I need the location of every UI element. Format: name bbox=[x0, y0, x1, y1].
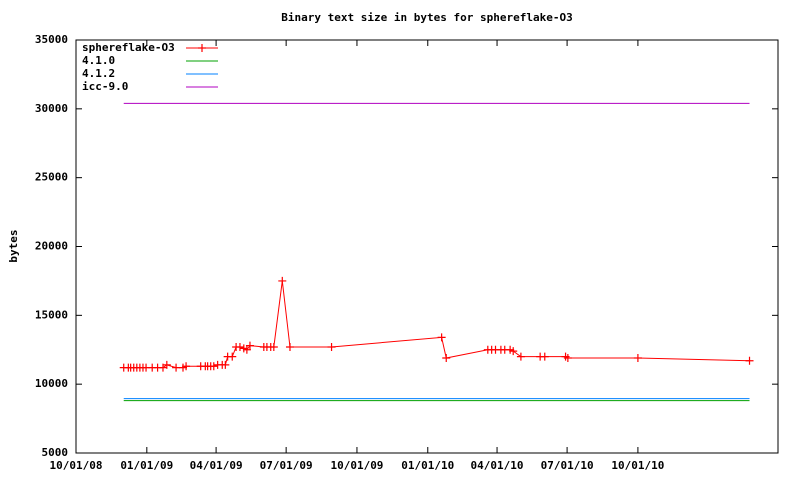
x-tick-label: 10/01/10 bbox=[611, 459, 664, 472]
series-line bbox=[123, 280, 750, 369]
y-tick-label: 5000 bbox=[42, 446, 69, 459]
point-marker bbox=[221, 360, 230, 369]
x-tick-label: 04/01/09 bbox=[190, 459, 243, 472]
point-marker bbox=[242, 345, 251, 354]
point-marker bbox=[162, 360, 171, 369]
point-marker bbox=[540, 352, 549, 361]
point-marker bbox=[563, 354, 572, 363]
point-marker bbox=[327, 342, 336, 351]
y-tick-label: 10000 bbox=[35, 377, 68, 390]
x-tick-label: 07/01/10 bbox=[541, 459, 594, 472]
point-marker bbox=[442, 354, 451, 363]
point-marker bbox=[278, 276, 287, 285]
point-marker bbox=[235, 342, 244, 351]
point-marker bbox=[745, 356, 754, 365]
point-marker bbox=[437, 333, 446, 342]
x-tick-label: 07/01/09 bbox=[260, 459, 313, 472]
point-marker bbox=[633, 354, 642, 363]
plot-frame bbox=[75, 39, 779, 454]
legend-label: sphereflake-O3 bbox=[82, 41, 175, 54]
point-marker bbox=[182, 362, 191, 371]
point-marker bbox=[509, 347, 518, 356]
x-tick-label: 01/01/10 bbox=[401, 459, 454, 472]
point-marker bbox=[269, 342, 278, 351]
legend-label: 4.1.0 bbox=[82, 54, 115, 67]
y-tick-label: 15000 bbox=[35, 308, 68, 321]
y-tick-label: 30000 bbox=[35, 102, 68, 115]
y-tick-label: 35000 bbox=[35, 33, 68, 46]
point-marker bbox=[516, 352, 525, 361]
point-marker bbox=[245, 341, 254, 350]
x-tick-label: 10/01/09 bbox=[330, 459, 383, 472]
point-marker bbox=[209, 362, 218, 371]
point-marker bbox=[172, 363, 181, 372]
legend-label: icc-9.0 bbox=[82, 80, 128, 93]
x-tick-label: 10/01/08 bbox=[50, 459, 103, 472]
y-tick-label: 20000 bbox=[35, 240, 68, 253]
point-marker bbox=[285, 342, 294, 351]
y-tick-label: 25000 bbox=[35, 171, 68, 184]
x-tick-label: 01/01/09 bbox=[120, 459, 173, 472]
point-marker bbox=[228, 352, 237, 361]
y-axis-label: bytes bbox=[7, 229, 20, 262]
x-tick-label: 04/01/10 bbox=[471, 459, 524, 472]
legend-marker bbox=[198, 44, 206, 52]
chart-title: Binary text size in bytes for sphereflak… bbox=[281, 11, 572, 24]
legend-label: 4.1.2 bbox=[82, 67, 115, 80]
